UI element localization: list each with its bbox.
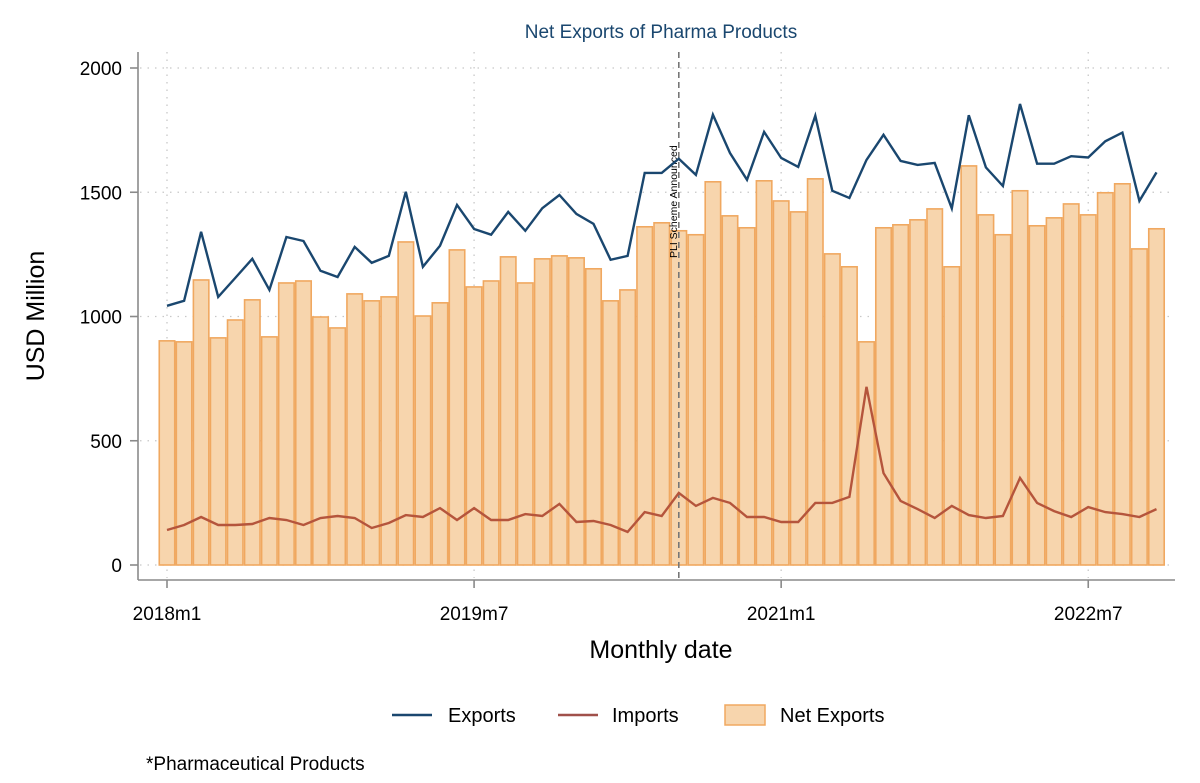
y-tick-label: 0 [111, 556, 122, 577]
net-exports-bar [465, 286, 483, 566]
net-exports-bar [277, 282, 295, 566]
net-exports-bar [209, 337, 227, 566]
net-exports-bar [738, 226, 756, 566]
net-exports-bar [772, 200, 790, 566]
net-exports-bar [1130, 248, 1148, 566]
pli-annotation-label: PLI Scheme Announced [668, 145, 680, 258]
x-tick-label: 2022m7 [1054, 604, 1123, 625]
net-exports-bar [926, 208, 944, 566]
legend: Exports Imports Net Exports [392, 704, 884, 727]
net-exports-bar [294, 280, 313, 566]
net-exports-bar [840, 265, 858, 566]
net-exports-bar [397, 241, 415, 566]
legend-exports-label: Exports [448, 705, 516, 727]
net-exports-bar [1079, 214, 1097, 566]
net-exports-bar [687, 233, 705, 566]
x-tick-label: 2018m1 [133, 604, 202, 625]
y-tick-label: 500 [90, 432, 122, 453]
y-axis-title: USD Million [22, 251, 50, 382]
x-ticks: 2018m1 2019m7 2021m1 2022m7 [133, 580, 1123, 625]
net-exports-bar [789, 211, 807, 566]
x-tick-label: 2021m1 [747, 604, 816, 625]
net-exports-bar [977, 214, 995, 566]
net-exports-bar [636, 225, 654, 566]
x-tick-label: 2019m7 [440, 604, 509, 625]
net-exports-bar [550, 255, 568, 566]
net-exports-bar [158, 340, 176, 566]
y-tick-label: 1000 [80, 308, 122, 329]
net-exports-bar [584, 267, 603, 566]
exports-line [166, 103, 1158, 307]
net-exports-bar [192, 279, 210, 566]
legend-net-exports-label: Net Exports [780, 705, 884, 727]
chart-title: Net Exports of Pharma Products [525, 22, 797, 43]
net-exports-bar [704, 181, 722, 566]
footnote: *Pharmaceutical Products [146, 754, 365, 775]
net-exports-bar [175, 341, 193, 566]
net-exports-bar [363, 300, 381, 566]
net-exports-bar [1045, 217, 1063, 566]
net-exports-bar [533, 258, 551, 566]
net-exports-bar [994, 233, 1012, 566]
net-exports-bar [482, 280, 500, 566]
net-exports-bar [226, 319, 244, 566]
net-exports-bar [960, 165, 978, 566]
y-ticks: 0 500 1000 1500 2000 [80, 59, 138, 577]
series-lines [166, 103, 1158, 534]
net-exports-bar [346, 293, 364, 566]
net-exports-bar [892, 224, 910, 566]
net-exports-bar [653, 222, 671, 566]
net-exports-bar [1062, 203, 1080, 566]
net-exports-bar [260, 336, 278, 566]
net-exports-bars [158, 165, 1166, 566]
net-exports-bar [243, 299, 261, 566]
net-exports-bar [1028, 224, 1046, 566]
net-exports-bar [823, 253, 841, 566]
net-exports-bar [312, 316, 330, 566]
legend-net-exports-swatch [724, 704, 766, 726]
net-exports-bar [1147, 227, 1166, 566]
x-axis-title: Monthly date [589, 636, 732, 664]
net-exports-bar [874, 226, 893, 566]
net-exports-bar [1096, 191, 1114, 566]
net-exports-bar [1113, 183, 1131, 566]
net-exports-bar [857, 341, 875, 566]
net-exports-bar [448, 249, 466, 566]
net-exports-bar [431, 302, 449, 566]
net-exports-bar [329, 327, 347, 566]
net-exports-bar [755, 180, 773, 566]
net-exports-bar [567, 257, 585, 566]
net-exports-bar [721, 215, 739, 566]
net-exports-bar [806, 178, 824, 566]
net-exports-bar [414, 315, 432, 566]
net-exports-bar [1011, 189, 1029, 566]
net-exports-bar [909, 219, 927, 566]
legend-imports-label: Imports [612, 705, 679, 727]
y-tick-label: 1500 [80, 183, 122, 204]
net-exports-bar [602, 300, 620, 566]
net-exports-bar [619, 289, 637, 566]
net-exports-bar [499, 256, 517, 566]
net-exports-bar [943, 265, 961, 566]
net-exports-bar [380, 296, 398, 566]
net-exports-bar [516, 282, 534, 566]
imports-line [166, 386, 1158, 534]
y-tick-label: 2000 [80, 59, 122, 80]
